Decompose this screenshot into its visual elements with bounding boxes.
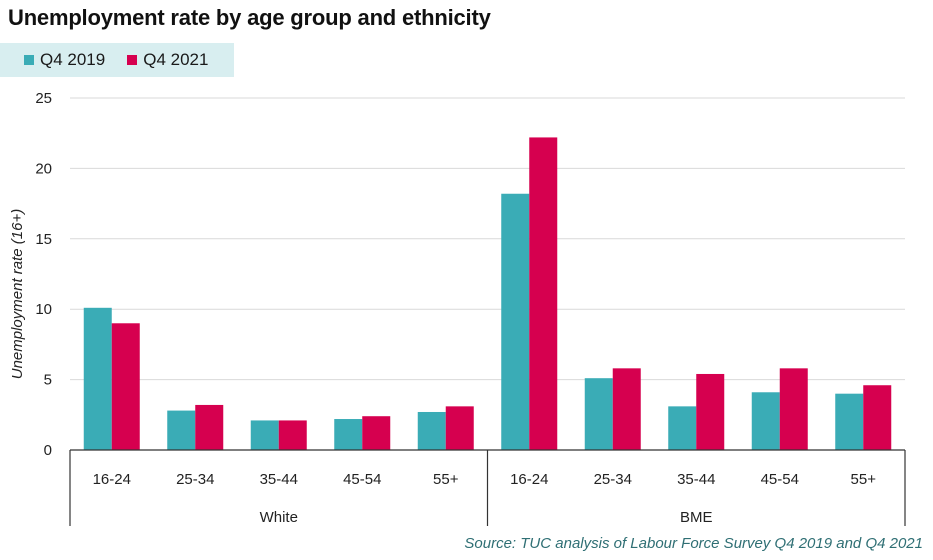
bar-bme-55-q4-2019 bbox=[835, 393, 864, 450]
bar-white-16-24-q4-2021 bbox=[111, 323, 140, 450]
x-tick-label-bme-45-54: 45-54 bbox=[761, 471, 799, 488]
x-tick-label-white-16-24: 16-24 bbox=[93, 471, 131, 488]
source-note: Source: TUC analysis of Labour Force Sur… bbox=[464, 535, 923, 552]
bar-white-35-44-q4-2021 bbox=[278, 420, 307, 450]
legend: Q4 2019 Q4 2021 bbox=[0, 43, 234, 77]
bar-white-55-q4-2021 bbox=[445, 406, 474, 450]
y-tick-label-15: 15 bbox=[35, 231, 52, 248]
bar-bme-16-24-q4-2019 bbox=[501, 193, 530, 450]
bar-white-35-44-q4-2019 bbox=[250, 420, 279, 450]
legend-item-q4-2019: Q4 2019 bbox=[24, 50, 105, 70]
bar-bme-25-34-q4-2019 bbox=[584, 378, 613, 450]
bar-bme-35-44-q4-2019 bbox=[668, 406, 697, 450]
x-tick-label-bme-16-24: 16-24 bbox=[510, 471, 548, 488]
bar-white-45-54-q4-2021 bbox=[362, 416, 391, 450]
group-label-bme: BME bbox=[680, 509, 713, 526]
group-label-white: White bbox=[260, 509, 298, 526]
bar-bme-16-24-q4-2021 bbox=[529, 137, 558, 450]
y-tick-label-20: 20 bbox=[35, 160, 52, 177]
y-axis-label: Unemployment rate (16+) bbox=[9, 209, 26, 380]
chart-title: Unemployment rate by age group and ethni… bbox=[8, 5, 491, 30]
legend-label-q4-2021: Q4 2021 bbox=[143, 50, 209, 69]
x-tick-label-white-25-34: 25-34 bbox=[176, 471, 214, 488]
bar-white-16-24-q4-2019 bbox=[83, 307, 112, 450]
bar-white-25-34-q4-2021 bbox=[195, 404, 224, 450]
x-tick-label-bme-35-44: 35-44 bbox=[677, 471, 715, 488]
y-tick-label-10: 10 bbox=[35, 301, 52, 318]
x-tick-label-white-45-54: 45-54 bbox=[343, 471, 381, 488]
y-tick-label-25: 25 bbox=[35, 90, 52, 107]
legend-label-q4-2019: Q4 2019 bbox=[40, 50, 106, 69]
legend-swatch-q4-2019 bbox=[24, 55, 34, 65]
bar-white-55-q4-2019 bbox=[417, 411, 446, 450]
x-tick-label-bme-55: 55+ bbox=[851, 471, 877, 488]
x-tick-label-white-35-44: 35-44 bbox=[260, 471, 298, 488]
bar-white-25-34-q4-2019 bbox=[167, 410, 196, 450]
bar-bme-25-34-q4-2021 bbox=[612, 368, 641, 450]
bar-bme-55-q4-2021 bbox=[863, 385, 892, 450]
x-tick-label-white-55: 55+ bbox=[433, 471, 459, 488]
bar-bme-45-54-q4-2019 bbox=[751, 392, 780, 450]
bar-bme-45-54-q4-2021 bbox=[779, 368, 808, 450]
y-tick-label-5: 5 bbox=[44, 372, 52, 389]
legend-item-q4-2021: Q4 2021 bbox=[127, 50, 208, 70]
x-tick-label-bme-25-34: 25-34 bbox=[594, 471, 632, 488]
bar-white-45-54-q4-2019 bbox=[334, 419, 363, 450]
y-tick-label-0: 0 bbox=[44, 442, 52, 459]
legend-swatch-q4-2021 bbox=[127, 55, 138, 65]
bar-bme-35-44-q4-2021 bbox=[696, 373, 725, 450]
